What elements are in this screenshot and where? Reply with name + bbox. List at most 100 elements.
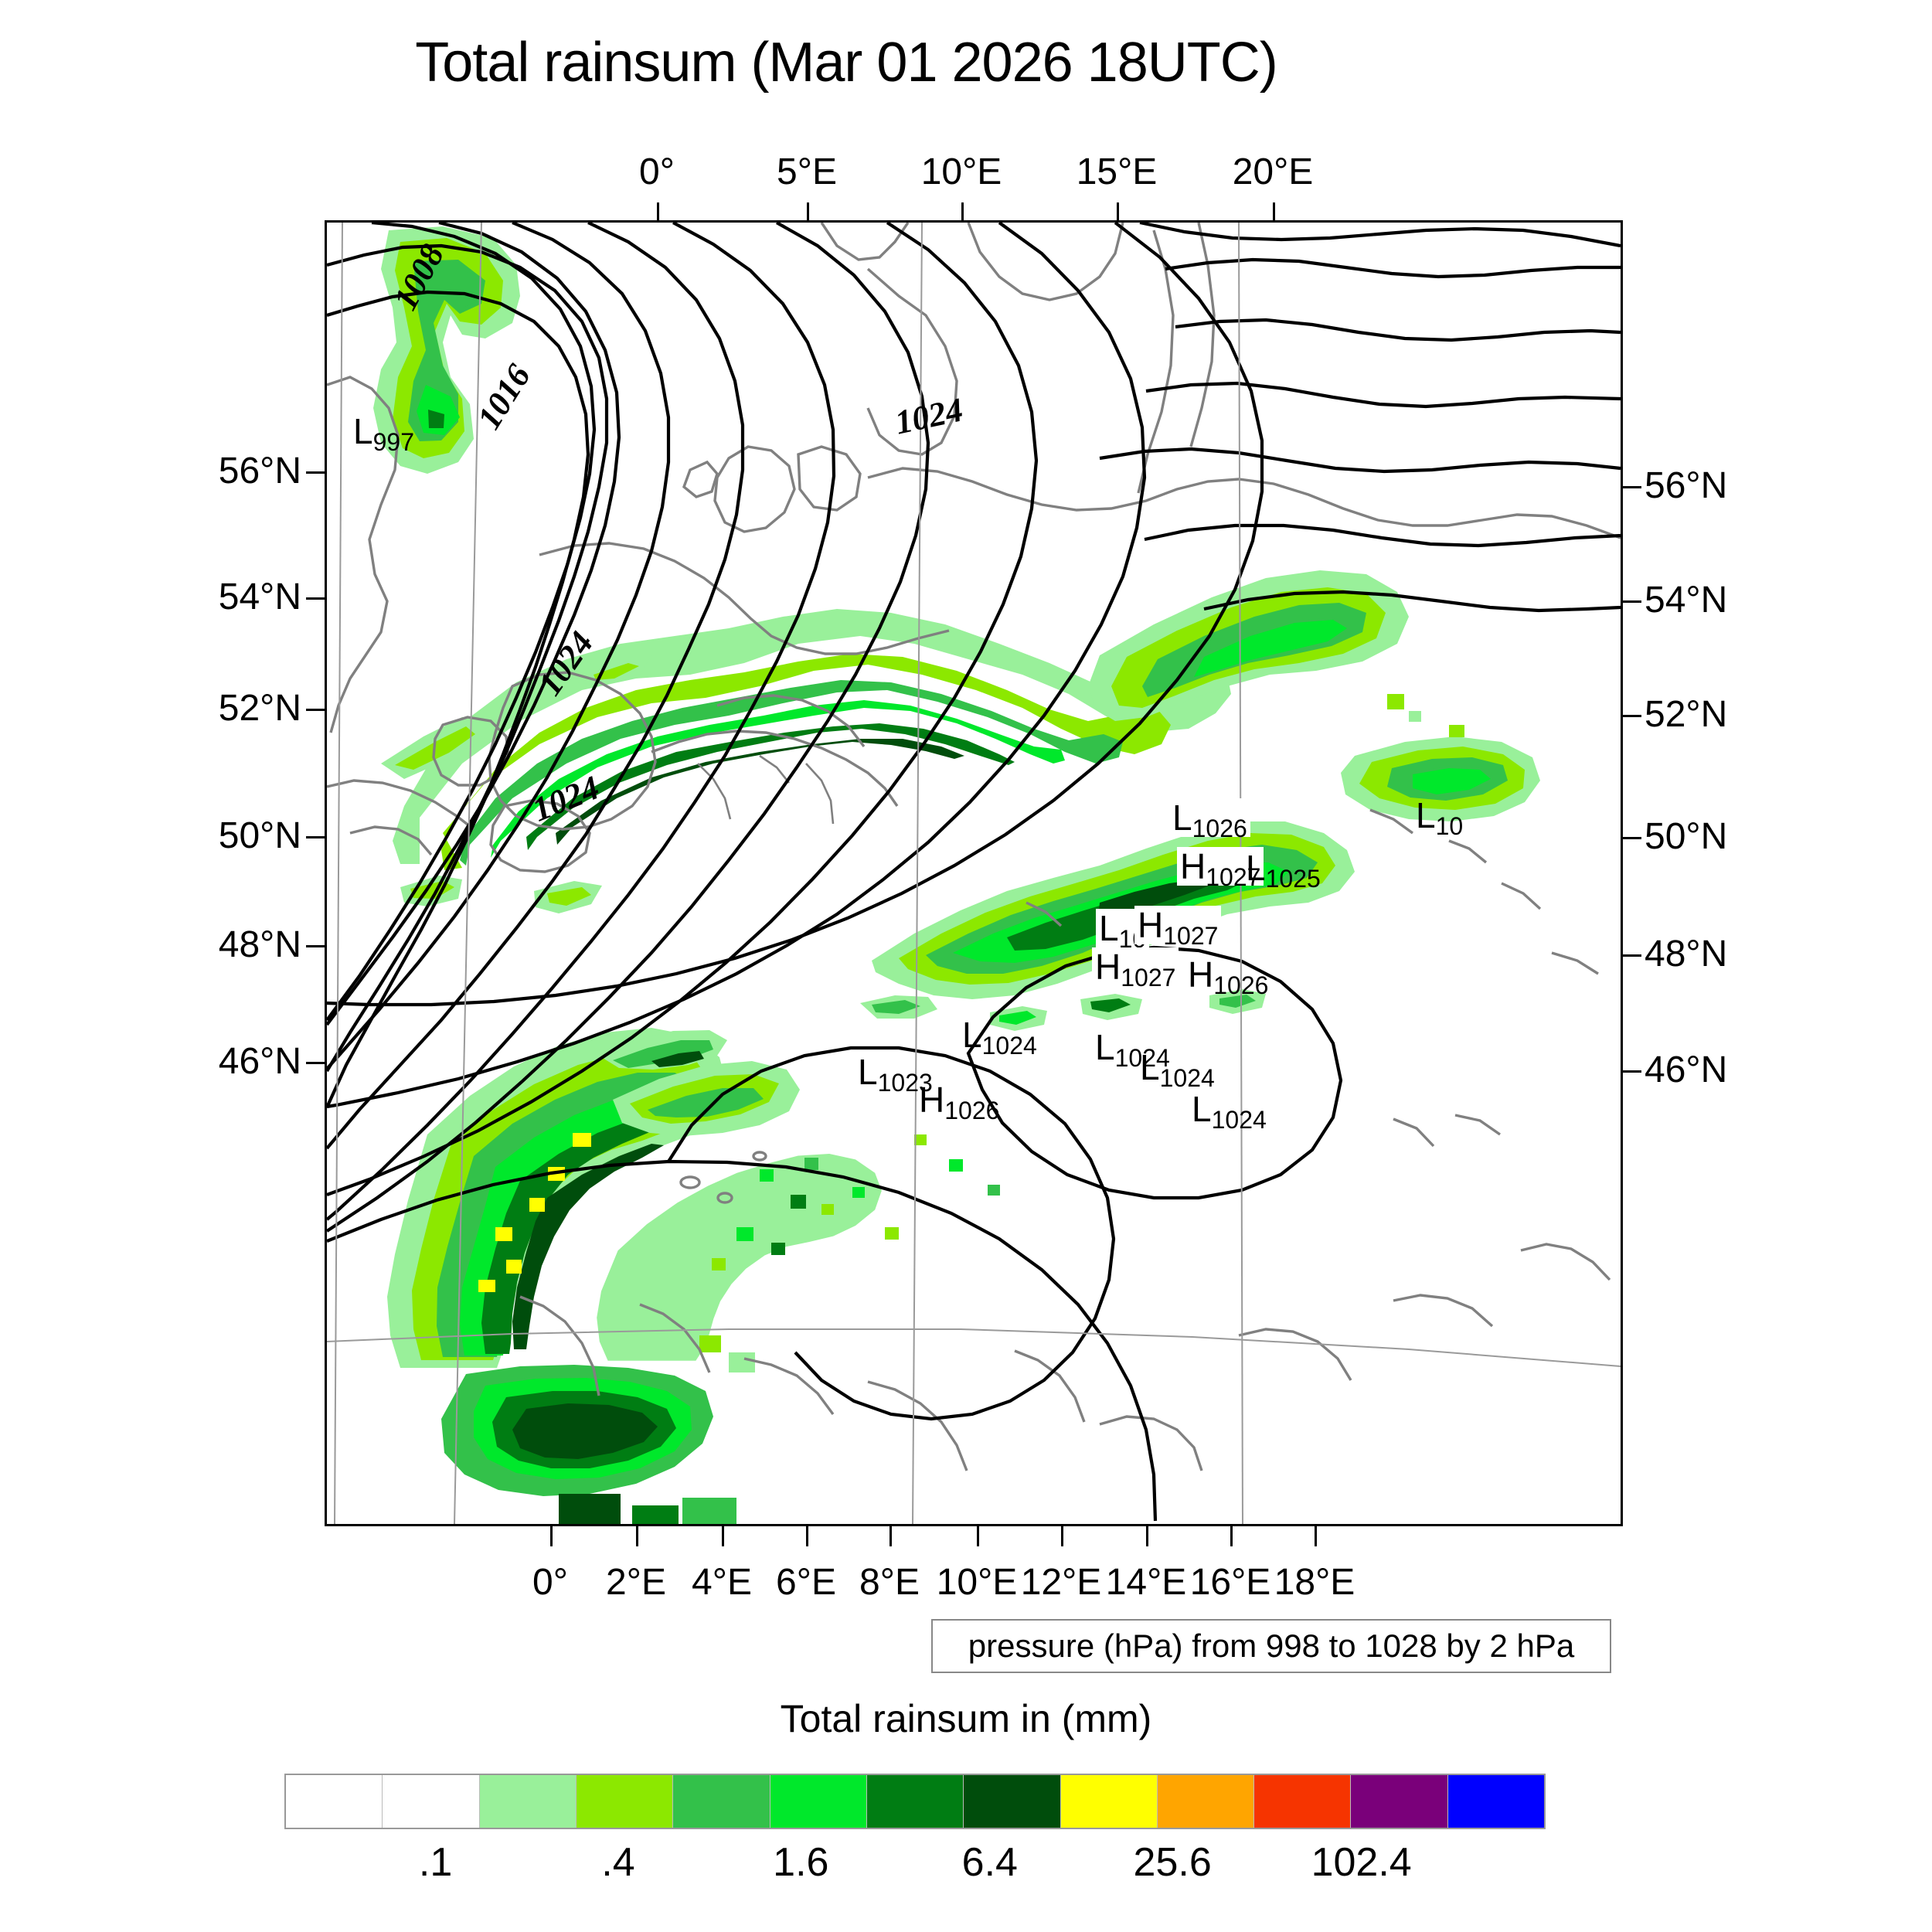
pressure-marker-type: L <box>1416 795 1436 835</box>
pressure-marker-type: H <box>1188 954 1214 995</box>
low-pressure-marker: L1026 <box>1169 798 1250 841</box>
low-pressure-marker: L997 <box>350 411 417 454</box>
pressure-marker-value: 1026 <box>1213 971 1269 999</box>
axis-tick <box>657 202 659 221</box>
high-pressure-marker: H1027 <box>1177 847 1264 889</box>
pressure-marker-type: L <box>353 411 373 451</box>
latitude-tick-label-left: 46°N <box>218 1041 301 1082</box>
low-pressure-marker: L1023 <box>855 1052 936 1095</box>
longitude-tick-label-top: 5°E <box>777 151 837 192</box>
axis-tick <box>1621 715 1641 717</box>
latitude-tick-label-left: 56°N <box>218 451 301 492</box>
longitude-tick-label-bottom: 6°E <box>776 1562 836 1603</box>
pressure-marker-type: H <box>919 1080 945 1120</box>
low-pressure-marker: L10 <box>1413 795 1466 838</box>
colorbar-cell[interactable] <box>575 1775 673 1828</box>
map-canvas <box>327 223 1621 1524</box>
high-pressure-marker: H1026 <box>1185 954 1271 998</box>
longitude-tick-label-bottom: 0° <box>532 1562 568 1603</box>
axis-tick <box>306 1062 326 1064</box>
axis-tick <box>1621 486 1641 488</box>
pressure-marker-value: 1026 <box>1192 815 1247 842</box>
pressure-marker-type: H <box>1095 947 1121 987</box>
low-pressure-marker: L1024 <box>959 1015 1040 1058</box>
colorbar-cell[interactable] <box>672 1775 770 1828</box>
colorbar-tick-label: 1.6 <box>773 1840 829 1885</box>
pressure-marker-value: 1024 <box>1211 1106 1267 1134</box>
latitude-tick-label-right: 48°N <box>1645 934 1728 975</box>
latitude-tick-label-left: 52°N <box>218 688 301 729</box>
pressure-marker-type: L <box>962 1015 982 1055</box>
latitude-tick-label-left: 48°N <box>218 924 301 965</box>
high-pressure-marker: H1026 <box>916 1080 1002 1123</box>
precip-alps <box>387 1028 1000 1524</box>
pressure-marker-value: 1027 <box>1163 922 1219 950</box>
pressure-marker-value: 1025 <box>1265 865 1321 893</box>
colorbar-tick-label: 6.4 <box>961 1840 1018 1885</box>
latitude-tick-label-left: 54°N <box>218 577 301 617</box>
axis-tick <box>977 1526 979 1546</box>
axis-tick <box>306 945 326 947</box>
longitude-tick-label-bottom: 4°E <box>692 1562 752 1603</box>
pressure-marker-type: L <box>1246 848 1266 888</box>
latitude-tick-label-left: 50°N <box>218 815 301 856</box>
axis-tick <box>1621 837 1641 839</box>
longitude-tick-label-top: 20°E <box>1232 151 1314 192</box>
axis-tick <box>807 202 809 221</box>
map-plot-area[interactable]: L997 L1026 H1027 L1025 L10 L10 H1027 H1027 H1026… <box>325 220 1623 1526</box>
high-pressure-marker: H1027 <box>1134 906 1222 948</box>
colorbar-cell[interactable] <box>1156 1775 1254 1828</box>
axis-tick <box>722 1526 724 1546</box>
low-pressure-marker: L1024 <box>1137 1047 1218 1090</box>
longitude-tick-label-bottom: 14°E <box>1105 1562 1187 1603</box>
axis-tick <box>636 1526 638 1546</box>
longitude-tick-label-bottom: 10°E <box>936 1562 1018 1603</box>
axis-tick <box>1621 954 1641 957</box>
axis-tick <box>889 1526 892 1546</box>
longitude-tick-label-top: 10°E <box>920 151 1002 192</box>
axis-tick <box>1273 202 1275 221</box>
axis-tick <box>961 202 964 221</box>
colorbar-cell[interactable] <box>286 1775 383 1828</box>
colorbar-tick-label: 102.4 <box>1311 1840 1412 1885</box>
colorbar-labels: .1 .4 1.6 6.4 25.6 102.4 <box>284 1839 1544 1893</box>
colorbar-cell[interactable] <box>1253 1775 1351 1828</box>
pressure-marker-type: L <box>1140 1047 1160 1087</box>
pressure-marker-value: 10 <box>1435 812 1464 840</box>
axis-tick <box>1621 600 1641 603</box>
colorbar-cell[interactable] <box>866 1775 964 1828</box>
colorbar[interactable] <box>284 1774 1546 1829</box>
pressure-marker-value: 1027 <box>1206 863 1261 891</box>
pressure-legend-box: pressure (hPa) from 998 to 1028 by 2 hPa <box>931 1619 1611 1673</box>
low-pressure-marker: L1024 <box>1092 1027 1173 1070</box>
page-title: Total rainsum (Mar 01 2026 18UTC) <box>415 32 1277 94</box>
colorbar-cell[interactable] <box>1350 1775 1447 1828</box>
colorbar-cell[interactable] <box>963 1775 1060 1828</box>
colorbar-cell[interactable] <box>1447 1775 1545 1828</box>
pressure-marker-type: L <box>1095 1027 1115 1067</box>
colorbar-cell[interactable] <box>382 1775 479 1828</box>
latitude-tick-label-right: 56°N <box>1645 465 1728 506</box>
latitude-tick-label-right: 50°N <box>1645 816 1728 857</box>
pressure-marker-value: 997 <box>372 428 414 456</box>
axis-tick <box>550 1526 553 1546</box>
low-pressure-marker: L1025 <box>1243 848 1324 891</box>
colorbar-cell[interactable] <box>1060 1775 1157 1828</box>
low-pressure-marker: L1024 <box>1189 1090 1270 1132</box>
colorbar-cell[interactable] <box>769 1775 866 1828</box>
longitude-tick-label-top: 15°E <box>1076 151 1158 192</box>
colorbar-caption: Total rainsum in (mm) <box>780 1697 1152 1740</box>
axis-tick <box>306 709 326 711</box>
pressure-marker-value: 1024 <box>981 1032 1037 1060</box>
axis-tick <box>1061 1526 1063 1546</box>
colorbar-tick-label: .4 <box>601 1840 635 1885</box>
axis-tick <box>1230 1526 1233 1546</box>
high-pressure-marker: H1027 <box>1092 947 1179 990</box>
longitude-tick-label-bottom: 16°E <box>1189 1562 1271 1603</box>
colorbar-cell[interactable] <box>478 1775 576 1828</box>
pressure-marker-type: L <box>1099 908 1119 948</box>
axis-tick <box>306 836 326 838</box>
pressure-marker-type: L <box>858 1052 878 1092</box>
longitude-tick-label-bottom: 18°E <box>1274 1562 1355 1603</box>
longitude-tick-label-bottom: 12°E <box>1020 1562 1102 1603</box>
